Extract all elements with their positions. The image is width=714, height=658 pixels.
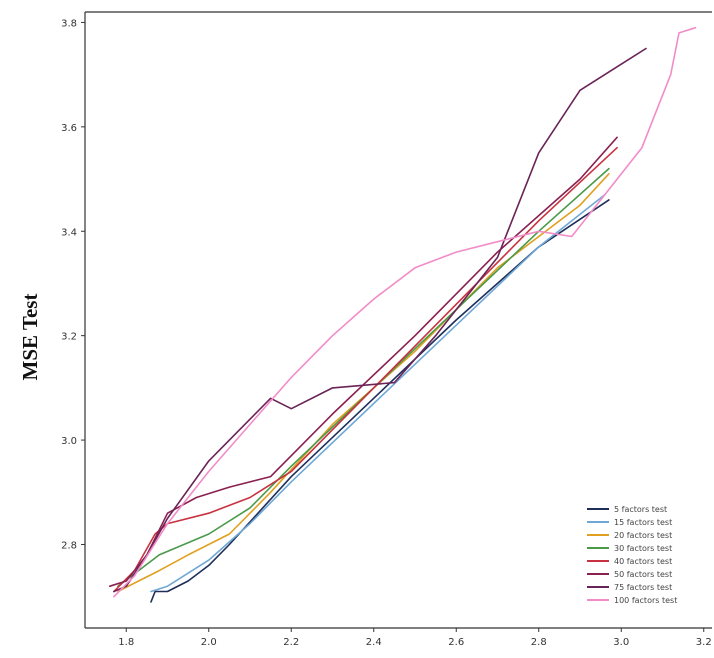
y-axis-ticks: 2.8 3.0 3.2 3.4 3.6 3.8 xyxy=(61,18,85,551)
legend-label: 30 factors test xyxy=(614,544,672,553)
x-tick-label: 2.8 xyxy=(531,637,547,648)
x-tick-label: 3.0 xyxy=(613,637,629,648)
y-tick-label: 3.4 xyxy=(61,227,77,238)
y-tick-label: 3.6 xyxy=(61,123,77,134)
legend-label: 20 factors test xyxy=(614,531,672,540)
series-lines xyxy=(109,26,697,603)
x-tick-label: 2.2 xyxy=(283,637,299,648)
series-line-2 xyxy=(150,193,606,593)
series-line-3 xyxy=(117,173,610,593)
legend-label: 50 factors test xyxy=(614,570,672,579)
x-tick-label: 2.6 xyxy=(448,637,464,648)
legend-label: 100 factors test xyxy=(614,596,677,605)
legend-label: 5 factors test xyxy=(614,505,667,514)
x-tick-label: 2.4 xyxy=(366,637,382,648)
x-tick-label: 3.2 xyxy=(696,637,712,648)
series-line-7 xyxy=(113,47,647,593)
x-tick-label: 1.8 xyxy=(118,637,134,648)
series-line-8 xyxy=(113,26,697,598)
x-axis-ticks: 1.8 2.0 2.2 2.4 2.6 2.8 3.0 3.2 xyxy=(118,628,712,648)
series-line-4 xyxy=(117,167,610,587)
y-tick-label: 3.0 xyxy=(61,436,77,447)
y-tick-label: 3.8 xyxy=(61,18,77,29)
legend-label: 40 factors test xyxy=(614,557,672,566)
y-tick-label: 2.8 xyxy=(61,540,77,551)
x-tick-label: 2.0 xyxy=(201,637,217,648)
axes xyxy=(84,11,712,629)
legend: 5 factors test 15 factors test 20 factors … xyxy=(587,505,677,605)
series-line-1 xyxy=(150,199,610,603)
series-line-5 xyxy=(113,146,618,593)
legend-label: 75 factors test xyxy=(614,583,672,592)
y-axis-title: MSE Test xyxy=(18,294,42,381)
legend-label: 15 factors test xyxy=(614,518,672,527)
y-tick-label: 3.2 xyxy=(61,332,77,343)
